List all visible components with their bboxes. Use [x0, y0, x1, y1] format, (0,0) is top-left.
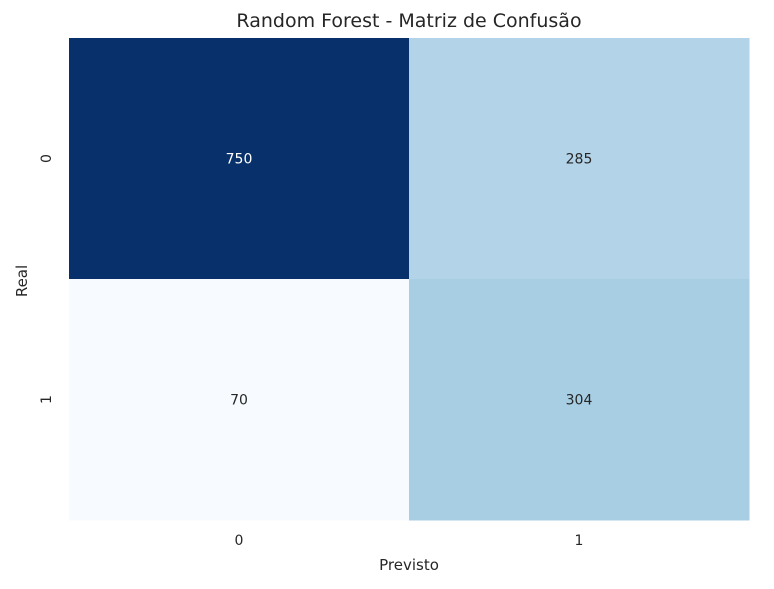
y-tick-label-1: 1 — [39, 395, 55, 404]
cell-value-label-1-0: 70 — [230, 393, 248, 409]
cell-value-label-0-1: 285 — [566, 152, 593, 168]
x-axis-label: Previsto — [379, 556, 439, 574]
heatmap-cell-0-0 — [69, 38, 410, 280]
chart-title: Random Forest - Matriz de Confusão — [236, 10, 581, 32]
x-tick-label-0: 0 — [235, 533, 244, 549]
y-tick-label-0: 0 — [39, 154, 55, 163]
y-axis-ticks: 01 — [39, 154, 55, 404]
heatmap-cell-labels: 750 285 70 304 — [226, 152, 593, 409]
cell-value-label-1-1: 304 — [566, 393, 593, 409]
heatmap-cells — [69, 38, 750, 521]
heatmap-cell-1-0 — [69, 279, 410, 521]
heatmap-cell-1-1 — [409, 279, 750, 521]
cell-value-label-0-0: 750 — [226, 152, 253, 168]
x-tick-label-1: 1 — [575, 533, 584, 549]
heatmap-cell-0-1 — [409, 38, 750, 280]
y-axis-label: Real — [13, 265, 31, 297]
